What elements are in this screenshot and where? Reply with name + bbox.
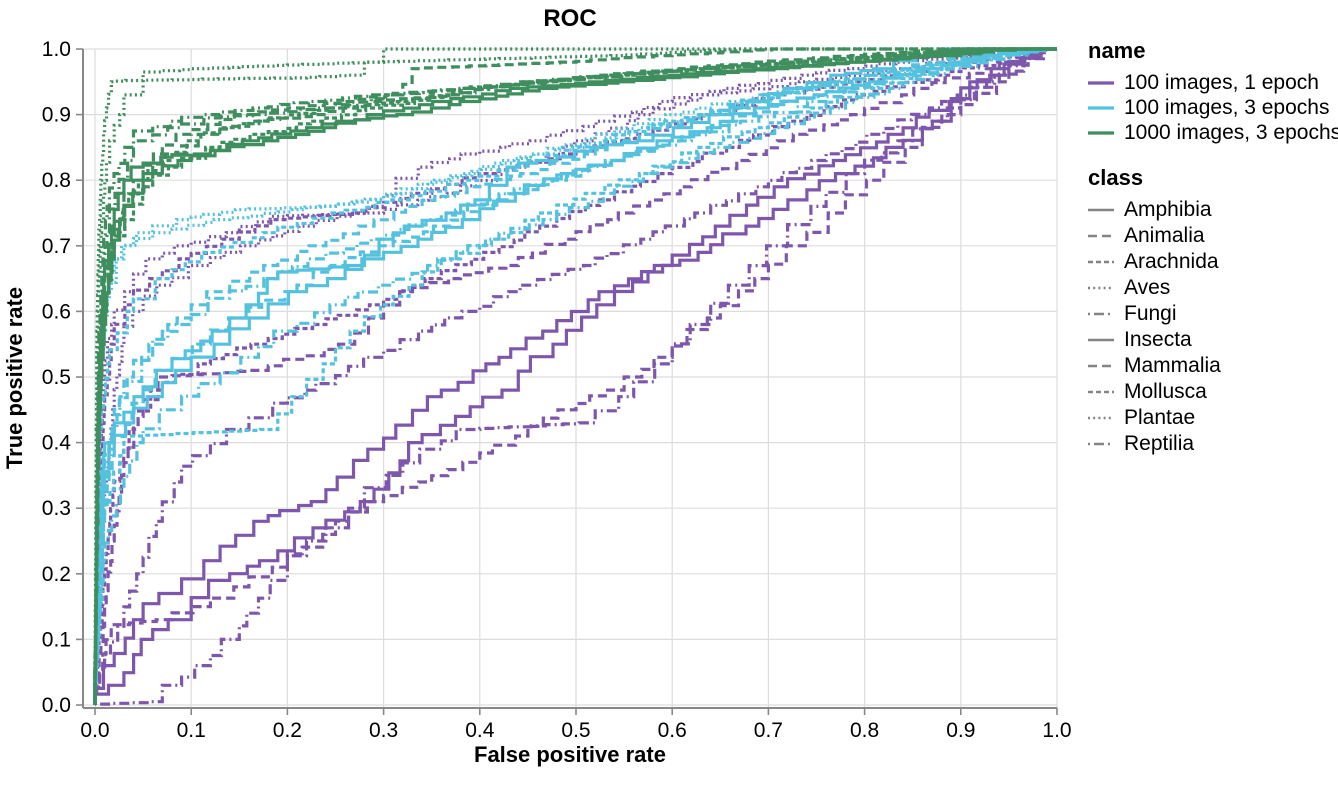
legend-name-entry-2: 1000 images, 3 epochs bbox=[1088, 120, 1338, 145]
roc-curve-green-mammalia bbox=[93, 47, 1057, 705]
legend-class-entry-3-swatch-icon bbox=[1088, 286, 1114, 290]
legend-class-entry-5-swatch-icon bbox=[1088, 338, 1114, 342]
y-tick-label: 0.5 bbox=[42, 366, 71, 389]
legend-name-entry-2-swatch-icon bbox=[1088, 130, 1114, 135]
legend-class-entry-2-swatch-icon bbox=[1088, 260, 1114, 264]
legend-class-entry-9-swatch-icon bbox=[1088, 442, 1114, 446]
x-axis-title: False positive rate bbox=[474, 742, 666, 767]
legend-class-entry-9: Reptilia bbox=[1088, 431, 1338, 457]
legend-class-entry-7: Mollusca bbox=[1088, 379, 1338, 405]
legend-class-entries: Amphibia Animalia Arachnida Aves Fungi Insect… bbox=[1088, 197, 1338, 457]
y-tick-label: 0.1 bbox=[42, 628, 71, 651]
roc-curve-cyan-insecta bbox=[93, 47, 1057, 705]
roc-curve-purple-reptilia bbox=[93, 47, 1057, 705]
legend-class-entry-8-label: Plantae bbox=[1124, 406, 1196, 429]
curves-layer bbox=[93, 47, 1057, 706]
axes-layer: 0.0 0.1 0.2 0.3 0.4 0.5 0.6 0.7 0.8 0.9 1.0 0.0 0.1 0… bbox=[42, 38, 1072, 742]
legend-class-entry-2-label: Arachnida bbox=[1124, 250, 1219, 273]
legend-class-entry-6: Mammalia bbox=[1088, 353, 1338, 379]
y-tick-label: 0.0 bbox=[42, 694, 71, 717]
legend-class-entry-4-swatch-icon bbox=[1088, 312, 1114, 316]
legend-class-entry-6-label: Mammalia bbox=[1124, 354, 1221, 377]
x-tick-label: 0.6 bbox=[658, 719, 687, 742]
x-tick-label: 1.0 bbox=[1042, 719, 1071, 742]
roc-curve-purple-mammalia bbox=[93, 47, 1057, 705]
x-tick-label: 0.1 bbox=[177, 719, 206, 742]
legend-class-entry-6-swatch-icon bbox=[1088, 364, 1114, 368]
y-tick-label: 1.0 bbox=[42, 38, 71, 61]
y-tick-label: 0.8 bbox=[42, 169, 71, 192]
legend-class-entry-2: Arachnida bbox=[1088, 249, 1338, 275]
chart-title: ROC bbox=[543, 5, 596, 32]
legend-name-entry-1-swatch-icon bbox=[1088, 105, 1114, 110]
x-tick-label: 0.9 bbox=[946, 719, 975, 742]
y-axis-title: True positive rate bbox=[2, 287, 27, 469]
roc-curve-cyan-animalia bbox=[93, 47, 1057, 705]
roc-curve-green-insecta bbox=[93, 47, 1057, 705]
roc-curve-cyan-reptilia bbox=[93, 47, 1057, 705]
legend-name-entry-0: 100 images, 1 epoch bbox=[1088, 70, 1338, 95]
roc-curve-green-animalia bbox=[93, 47, 1057, 705]
legend-class-entry-5-label: Insecta bbox=[1124, 328, 1192, 351]
legend-name-entry-1-label: 100 images, 3 epochs bbox=[1124, 95, 1330, 119]
legend-name-entry-2-label: 1000 images, 3 epochs bbox=[1124, 120, 1338, 144]
legend-class-entry-1-swatch-icon bbox=[1088, 234, 1114, 238]
legend-class-entry-5: Insecta bbox=[1088, 327, 1338, 353]
y-tick-label: 0.4 bbox=[42, 432, 72, 455]
legend-class-entry-3-label: Aves bbox=[1124, 276, 1171, 299]
x-tick-label: 0.3 bbox=[369, 719, 398, 742]
roc-curve-cyan-amphibia bbox=[93, 47, 1057, 705]
roc-curve-purple-insecta bbox=[93, 47, 1057, 705]
legend-class-entry-9-label: Reptilia bbox=[1124, 432, 1195, 455]
legend: name 100 images, 1 epoch 100 images, 3 ep… bbox=[1088, 38, 1338, 457]
x-tick-label: 0.2 bbox=[273, 719, 302, 742]
roc-curve-cyan-mollusca bbox=[93, 47, 1057, 705]
y-tick-label: 0.6 bbox=[42, 300, 71, 323]
y-tick-label: 0.9 bbox=[42, 104, 71, 127]
legend-class-entry-0: Amphibia bbox=[1088, 197, 1338, 223]
y-tick-label: 0.7 bbox=[42, 235, 71, 258]
legend-class-entry-1: Animalia bbox=[1088, 223, 1338, 249]
y-tick-label: 0.2 bbox=[42, 563, 71, 586]
x-tick-label: 0.0 bbox=[80, 719, 109, 742]
legend-class-entry-1-label: Animalia bbox=[1124, 224, 1205, 247]
roc-curve-cyan-mammalia bbox=[93, 47, 1057, 705]
roc-curve-green-mollusca bbox=[93, 47, 1057, 705]
legend-class-entry-0-label: Amphibia bbox=[1124, 198, 1212, 221]
x-tick-label: 0.4 bbox=[465, 719, 495, 742]
legend-name-entries: 100 images, 1 epoch 100 images, 3 epochs 1… bbox=[1088, 70, 1338, 145]
legend-class-entry-0-swatch-icon bbox=[1088, 208, 1114, 212]
legend-class-entry-4: Fungi bbox=[1088, 301, 1338, 327]
legend-name-title: name bbox=[1088, 38, 1146, 63]
roc-curve-purple-aves bbox=[93, 47, 1057, 705]
legend-class-entry-8: Plantae bbox=[1088, 405, 1338, 431]
legend-name-entry-0-swatch-icon bbox=[1088, 80, 1114, 85]
roc-curve-purple-mollusca bbox=[93, 47, 1057, 705]
x-tick-label: 0.5 bbox=[561, 719, 590, 742]
roc-curve-purple-amphibia bbox=[93, 47, 1057, 705]
legend-class-entry-7-label: Mollusca bbox=[1124, 380, 1207, 403]
roc-curve-green-reptilia bbox=[93, 47, 1057, 705]
x-tick-label: 0.7 bbox=[754, 719, 783, 742]
legend-name-entry-0-label: 100 images, 1 epoch bbox=[1124, 70, 1319, 94]
y-tick-label: 0.3 bbox=[42, 497, 71, 520]
legend-name-entry-1: 100 images, 3 epochs bbox=[1088, 95, 1338, 120]
legend-class-entry-3: Aves bbox=[1088, 275, 1338, 301]
legend-class-entry-7-swatch-icon bbox=[1088, 390, 1114, 394]
legend-class-entry-4-label: Fungi bbox=[1124, 302, 1177, 325]
legend-class-entry-8-swatch-icon bbox=[1088, 416, 1114, 420]
legend-class-title: class bbox=[1088, 165, 1144, 190]
x-tick-label: 0.8 bbox=[850, 719, 879, 742]
roc-curve-green-aves bbox=[93, 47, 1057, 705]
